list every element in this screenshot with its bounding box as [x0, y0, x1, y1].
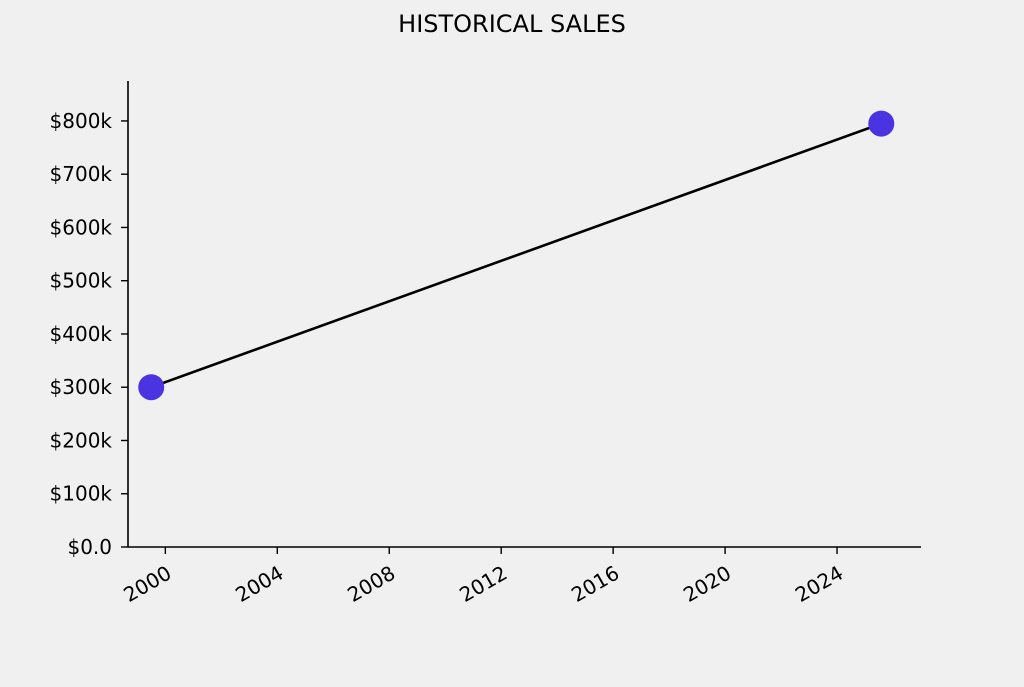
y-tick-label: $300k — [50, 375, 113, 399]
x-tick-label: 2024 — [791, 561, 847, 607]
x-tick-label: 2016 — [567, 561, 623, 607]
x-tick-label: 2020 — [679, 561, 735, 607]
y-tick-label: $600k — [50, 215, 113, 239]
y-tick-label: $700k — [50, 162, 113, 186]
y-tick-label: $100k — [50, 482, 113, 506]
axes-layer: $0.0 $100k $200k $300k $400k $500k $600k $700k $… — [50, 81, 921, 607]
y-tick-label: $200k — [50, 428, 113, 452]
data-point — [138, 374, 165, 401]
x-tick-label: 2000 — [119, 561, 175, 607]
x-tick-label: 2004 — [231, 561, 287, 607]
y-tick-label: $800k — [50, 109, 113, 133]
y-tick-label: $400k — [50, 322, 113, 346]
data-point — [868, 110, 895, 137]
y-tick-label: $500k — [50, 269, 113, 293]
y-tick-label: $0.0 — [67, 535, 112, 559]
x-tick-label: 2012 — [455, 561, 511, 607]
series-layer — [138, 110, 895, 401]
chart-title: HISTORICAL SALES — [398, 10, 626, 38]
series-line — [150, 122, 882, 389]
x-tick-label: 2008 — [343, 561, 399, 607]
